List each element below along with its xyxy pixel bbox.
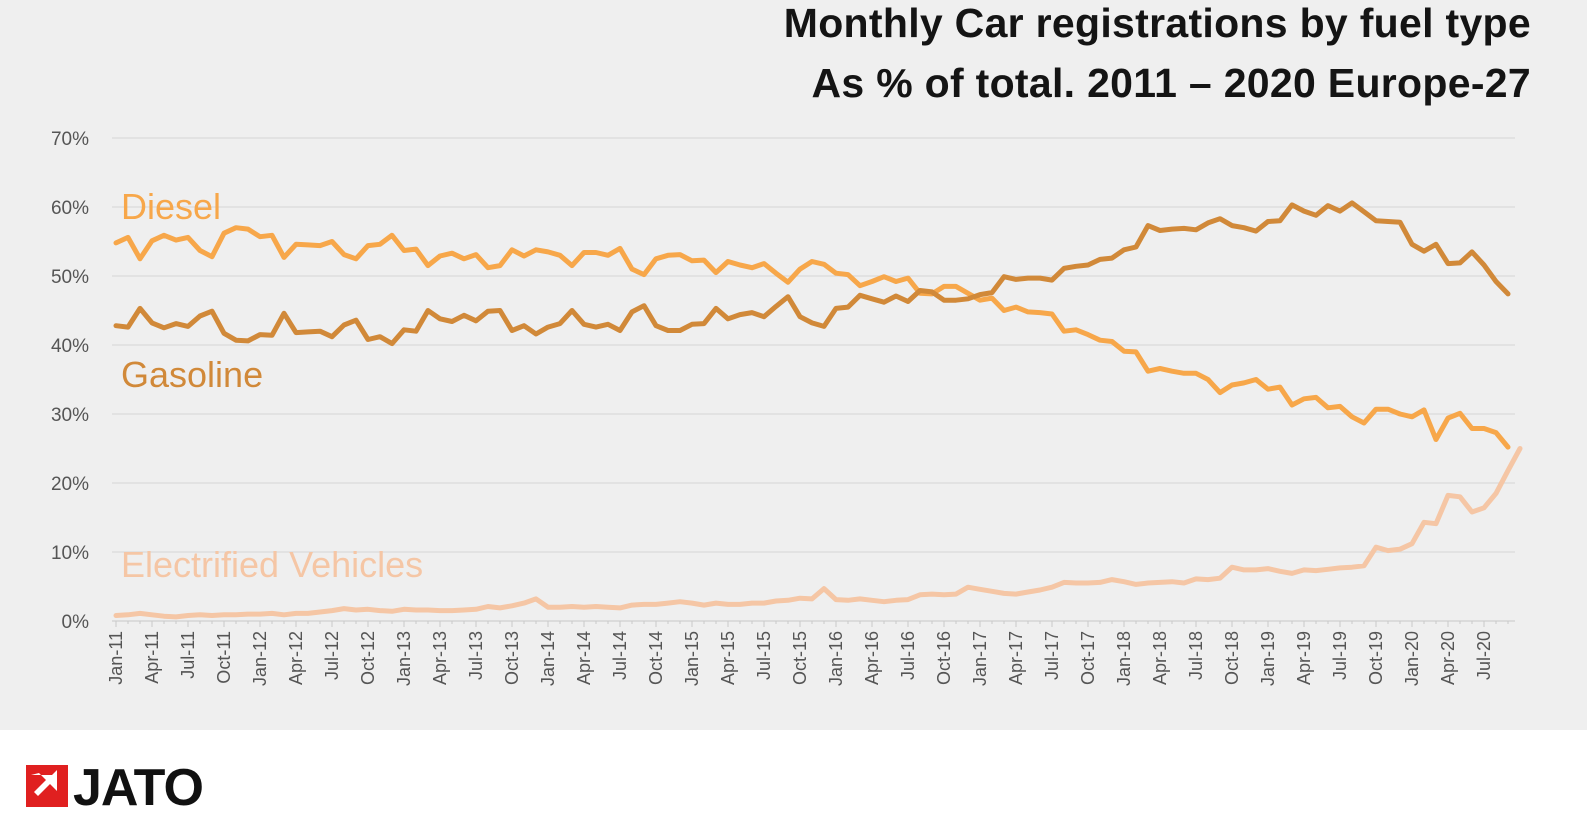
- x-tick-label: Jan-19: [1258, 631, 1278, 686]
- x-tick-label: Jul-20: [1474, 631, 1494, 680]
- grid-lines: [112, 137, 1515, 622]
- x-tick-label: Apr-20: [1438, 631, 1458, 685]
- x-tick-label: Jul-19: [1330, 631, 1350, 680]
- footer: JATO: [0, 730, 1587, 823]
- jato-logo-mark-icon: [26, 765, 68, 807]
- series-label-diesel: Diesel: [121, 186, 221, 227]
- series-lines: [113, 200, 1523, 620]
- x-tick-label: Jan-13: [394, 631, 414, 686]
- x-tick-label: Jan-12: [250, 631, 270, 686]
- y-tick-label: 60%: [51, 198, 89, 219]
- x-tick-label: Jul-17: [1042, 631, 1062, 680]
- x-tick-label: Oct-12: [358, 631, 378, 685]
- x-tick-label: Apr-11: [142, 631, 162, 684]
- x-tick-label: Jan-16: [826, 631, 846, 686]
- x-tick-label: Jan-15: [682, 631, 702, 686]
- x-tick-label: Apr-12: [286, 631, 306, 685]
- x-tick-label: Jan-11: [106, 631, 126, 685]
- y-tick-label: 50%: [51, 267, 89, 288]
- x-tick-label: Jul-15: [754, 631, 774, 680]
- x-tick-label: Jul-18: [1186, 631, 1206, 680]
- series-label-electrified-vehicles: Electrified Vehicles: [121, 544, 423, 585]
- x-tick-label: Jan-18: [1114, 631, 1134, 686]
- x-tick-label: Apr-13: [430, 631, 450, 685]
- x-axis-ticks: Jan-11 Apr-11 Jul-11 Oct-11 Jan-12 Apr-12 Jul-…: [106, 621, 1509, 686]
- y-tick-label: 40%: [51, 336, 89, 357]
- x-tick-label: Oct-11: [214, 631, 234, 684]
- y-tick-label: 10%: [51, 543, 89, 564]
- x-tick-label: Jan-17: [970, 631, 990, 686]
- y-axis-ticks: 0% 10% 20% 30% 40% 50% 60% 70%: [51, 129, 89, 633]
- series-label-gasoline: Gasoline: [121, 354, 263, 395]
- x-tick-label: Apr-14: [574, 631, 594, 685]
- x-tick-label: Jul-11: [178, 631, 198, 679]
- y-tick-label: 70%: [51, 129, 89, 150]
- chart-subtitle: As % of total. 2011 – 2020 Europe-27: [811, 60, 1531, 106]
- x-tick-label: Apr-17: [1006, 631, 1026, 685]
- x-tick-label: Jul-13: [466, 631, 486, 680]
- x-tick-label: Jan-14: [538, 631, 558, 686]
- chart-panel: 0% 10% 20% 30% 40% 50% 60% 70% Jan-11 Apr-11 Jul-…: [0, 0, 1587, 730]
- x-tick-label: Oct-16: [934, 631, 954, 685]
- x-tick-label: Apr-15: [718, 631, 738, 685]
- x-tick-label: Apr-18: [1150, 631, 1170, 685]
- chart-title: Monthly Car registrations by fuel type: [783, 0, 1531, 46]
- series-labels: Diesel Gasoline Electrified Vehicles: [121, 186, 423, 585]
- x-tick-label: Jul-14: [610, 631, 630, 680]
- y-tick-label: 20%: [51, 474, 89, 495]
- x-tick-label: Oct-17: [1078, 631, 1098, 685]
- x-tick-label: Oct-13: [502, 631, 522, 685]
- y-tick-label: 30%: [51, 405, 89, 426]
- jato-logo-text: JATO: [73, 759, 204, 817]
- series-line-gasoline: [113, 200, 1511, 347]
- x-tick-label: Jan-20: [1402, 631, 1422, 686]
- x-tick-label: Oct-14: [646, 631, 666, 685]
- x-tick-label: Oct-15: [790, 631, 810, 685]
- series-line-diesel: [113, 225, 1511, 450]
- x-tick-label: Apr-19: [1294, 631, 1314, 685]
- series-line-electrified-vehicles: [113, 446, 1523, 620]
- x-tick-label: Apr-16: [862, 631, 882, 685]
- x-tick-label: Jul-12: [322, 631, 342, 680]
- x-tick-label: Jul-16: [898, 631, 918, 680]
- y-tick-label: 0%: [62, 612, 90, 633]
- x-tick-label: Oct-19: [1366, 631, 1386, 685]
- x-tick-label: Oct-18: [1222, 631, 1242, 685]
- line-chart: 0% 10% 20% 30% 40% 50% 60% 70% Jan-11 Apr-11 Jul-…: [51, 129, 1523, 686]
